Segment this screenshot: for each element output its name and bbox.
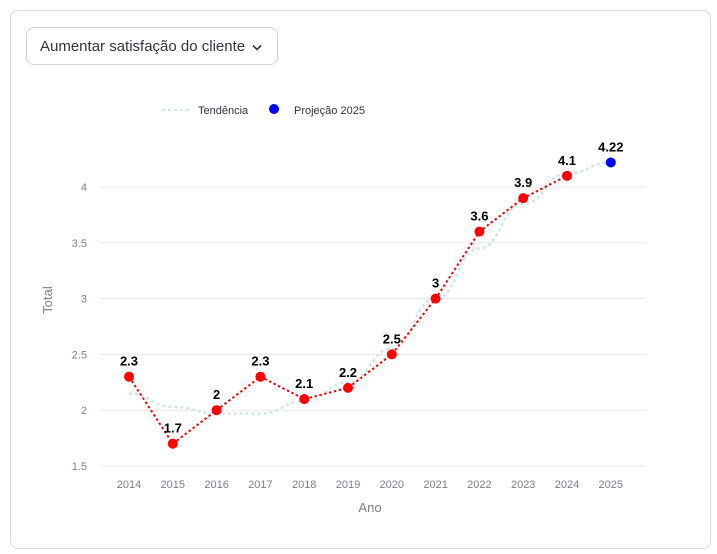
- x-tick-label: 2022: [467, 479, 491, 491]
- data-label: 2.5: [383, 331, 401, 346]
- data-point: [518, 193, 529, 204]
- data-point: [299, 394, 310, 405]
- data-point: [211, 405, 222, 416]
- total-line: [128, 174, 568, 446]
- y-tick-label: 1.5: [72, 461, 87, 473]
- data-point: [255, 371, 266, 382]
- x-tick-label: 2017: [248, 479, 272, 491]
- data-label: 1.7: [164, 421, 182, 436]
- data-point: [562, 170, 572, 181]
- y-tick-label: 4: [81, 182, 87, 194]
- chart-card: [10, 10, 711, 549]
- projection-point: [605, 157, 616, 168]
- trend-line: [128, 161, 611, 415]
- data-point: [474, 226, 485, 237]
- data-label: 2: [213, 387, 220, 402]
- legend-projection-swatch: [269, 104, 279, 114]
- legend-projection-label: Projeção 2025: [294, 105, 365, 117]
- goal-select-value: Aumentar satisfação do cliente: [40, 37, 246, 55]
- goal-select-dropdown[interactable]: Aumentar satisfação do cliente: [26, 27, 278, 65]
- data-point: [167, 438, 178, 449]
- data-label: 2.1: [295, 376, 313, 391]
- data-label: 2.2: [339, 365, 357, 380]
- data-label: 2.3: [120, 354, 138, 369]
- data-label: 4.1: [558, 153, 576, 168]
- data-label: 3.9: [514, 175, 532, 190]
- data-point: [386, 349, 397, 360]
- x-tick-label: 2023: [511, 479, 535, 491]
- data-label: 2.3: [251, 354, 269, 369]
- y-tick-label: 3.5: [72, 238, 87, 250]
- x-tick-label: 2019: [336, 479, 360, 491]
- data-label: 3.6: [470, 209, 488, 224]
- legend-trend-label: Tendência: [198, 105, 249, 117]
- x-tick-label: 2020: [380, 479, 404, 491]
- data-point: [124, 371, 134, 382]
- x-tick-label: 2015: [161, 479, 185, 491]
- y-tick-label: 2.5: [72, 349, 87, 361]
- y-tick-label: 3: [81, 294, 87, 306]
- x-tick-label: 2021: [423, 479, 447, 491]
- chevron-down-icon: [252, 38, 262, 55]
- y-tick-label: 2: [81, 405, 87, 417]
- x-axis-title: Ano: [358, 500, 381, 515]
- projection-label: 4.22: [598, 139, 623, 154]
- data-label: 3: [432, 276, 439, 291]
- x-tick-label: 2018: [292, 479, 316, 491]
- x-tick-label: 2014: [117, 479, 141, 491]
- x-tick-label: 2016: [204, 479, 228, 491]
- x-tick-label: 2025: [599, 479, 623, 491]
- data-point: [343, 382, 353, 393]
- x-tick-label: 2024: [555, 479, 579, 491]
- data-point: [430, 293, 441, 304]
- y-axis-title: Total: [40, 286, 55, 314]
